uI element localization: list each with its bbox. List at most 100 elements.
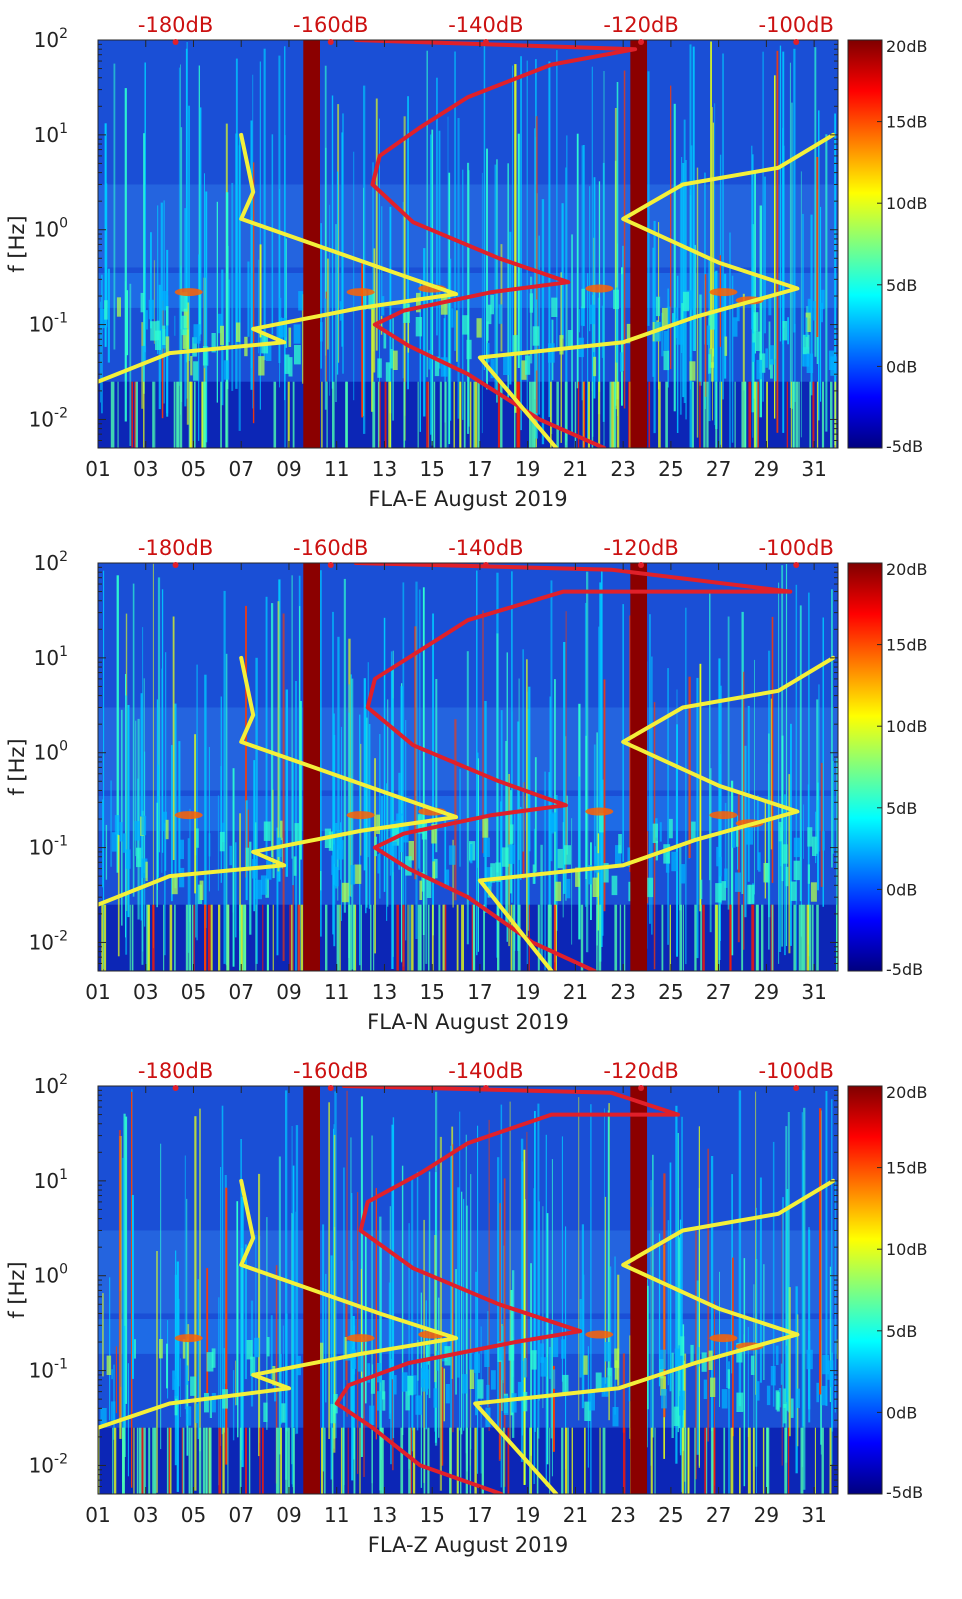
heatmap-stripe xyxy=(793,48,796,333)
heatmap-block xyxy=(134,821,141,841)
heatmap-block xyxy=(190,356,193,376)
heatmap-low-stripe xyxy=(771,904,774,971)
heatmap-stripe xyxy=(494,164,497,394)
heatmap-stripe xyxy=(646,1285,649,1410)
heatmap-low-stripe xyxy=(477,381,480,448)
heatmap-block xyxy=(821,1385,828,1406)
heatmap-low-stripe xyxy=(681,1427,684,1494)
heatmap-stripe xyxy=(457,118,460,419)
heatmap-stripe xyxy=(172,616,175,860)
heatmap-block xyxy=(721,881,726,901)
heatmap-low-stripe xyxy=(616,381,620,448)
heatmap-low-stripe xyxy=(814,1427,816,1494)
heatmap-block xyxy=(220,325,224,346)
heatmap-block xyxy=(185,1365,189,1385)
heatmap-stripe xyxy=(549,1347,552,1379)
heatmap-block xyxy=(182,1339,186,1359)
heatmap-block xyxy=(196,828,199,848)
heatmap-stripe xyxy=(235,842,237,938)
heatmap-block xyxy=(759,353,766,373)
heatmap-stripe xyxy=(788,774,791,954)
data-gap-band xyxy=(630,1086,648,1494)
x-tick-label: 09 xyxy=(276,457,301,481)
heatmap-stripe xyxy=(818,110,820,421)
heatmap-low-stripe xyxy=(439,381,442,448)
heatmap-low-stripe xyxy=(388,381,391,448)
heatmap-low-stripe xyxy=(402,904,405,971)
heatmap-stripe xyxy=(127,705,130,918)
heatmap-stripe xyxy=(249,841,252,935)
heatmap-low-stripe xyxy=(442,904,445,971)
heatmap-low-stripe xyxy=(117,381,119,448)
heatmap-stripe xyxy=(670,85,672,370)
heatmap-stripe xyxy=(583,1274,585,1391)
heatmap-stripe xyxy=(346,1090,348,1417)
heatmap-low-stripe xyxy=(757,381,759,448)
heatmap-block xyxy=(524,1358,527,1378)
heatmap-stripe xyxy=(223,590,226,964)
heatmap-block xyxy=(540,1343,544,1363)
x-tick-label: 13 xyxy=(372,457,397,481)
heatmap-block xyxy=(487,304,492,325)
heatmap-low-stripe xyxy=(556,381,559,448)
heatmap-block xyxy=(820,302,823,323)
heatmap-low-stripe xyxy=(226,904,229,971)
heatmap-stripe xyxy=(528,686,531,852)
heatmap-block xyxy=(357,1352,364,1372)
heatmap-block xyxy=(812,836,817,856)
heatmap-stripe xyxy=(241,1196,244,1468)
x-tick-label: 05 xyxy=(181,980,206,1004)
heatmap-stripe xyxy=(367,662,369,858)
heatmap-block xyxy=(288,357,293,377)
heatmap-stripe xyxy=(125,1116,128,1404)
top-db-marker xyxy=(638,39,645,45)
heatmap-stripe xyxy=(832,760,835,854)
heatmap-block xyxy=(324,298,327,318)
heatmap-block xyxy=(592,877,599,897)
heatmap-stripe xyxy=(556,50,558,350)
model-curves xyxy=(98,1086,836,1494)
colorbar-tick-label: 20dB xyxy=(886,37,928,56)
heatmap-low-stripe xyxy=(272,904,274,971)
heatmap-block xyxy=(357,1336,361,1356)
heatmap-stripe xyxy=(204,674,207,929)
heatmap-stripe xyxy=(496,633,499,873)
heatmap-stripe xyxy=(462,169,464,420)
heatmap-stripe xyxy=(711,1156,714,1432)
heatmap-stripe xyxy=(550,1329,553,1439)
heatmap-glow-band xyxy=(98,1230,838,1314)
heatmap-stripe xyxy=(790,723,792,946)
heatmap-low-stripe xyxy=(836,904,838,971)
heatmap-block xyxy=(756,1381,760,1401)
x-tick-label: 31 xyxy=(801,1503,826,1527)
heatmap-stripe xyxy=(481,172,483,434)
heatmap-block xyxy=(116,297,121,317)
heatmap-block xyxy=(785,866,789,887)
heatmap-low-stripe xyxy=(809,381,811,448)
heatmap-low-stripe xyxy=(812,381,815,448)
heatmap-block xyxy=(666,306,671,326)
heatmap-block xyxy=(483,837,490,857)
heatmap-block xyxy=(655,296,661,317)
heatmap-low-stripe xyxy=(694,904,697,971)
heatmap-stripe xyxy=(208,747,210,892)
heatmap-stripe xyxy=(156,802,158,908)
heatmap-block xyxy=(298,291,304,311)
x-tick-label: 11 xyxy=(324,980,349,1004)
heatmap-stripe xyxy=(240,1139,242,1461)
heatmap-block xyxy=(263,821,271,841)
heatmap-stripe xyxy=(551,1159,553,1477)
heatmap-stripe xyxy=(373,248,376,373)
heatmap-block xyxy=(487,342,490,363)
heatmap-stripe xyxy=(709,768,712,933)
x-tick-label: 27 xyxy=(706,457,731,481)
heatmap-block xyxy=(272,858,275,879)
heatmap-low-stripe xyxy=(658,381,661,448)
heatmap-stripe xyxy=(379,118,380,441)
x-axis-title: FLA-E August 2019 xyxy=(368,487,567,511)
heatmap-stripe xyxy=(696,167,699,438)
heatmap-low-stripe xyxy=(710,1427,714,1494)
heatmap-block xyxy=(174,1395,178,1416)
heatmap-block xyxy=(807,827,813,847)
heatmap-block xyxy=(551,297,558,317)
